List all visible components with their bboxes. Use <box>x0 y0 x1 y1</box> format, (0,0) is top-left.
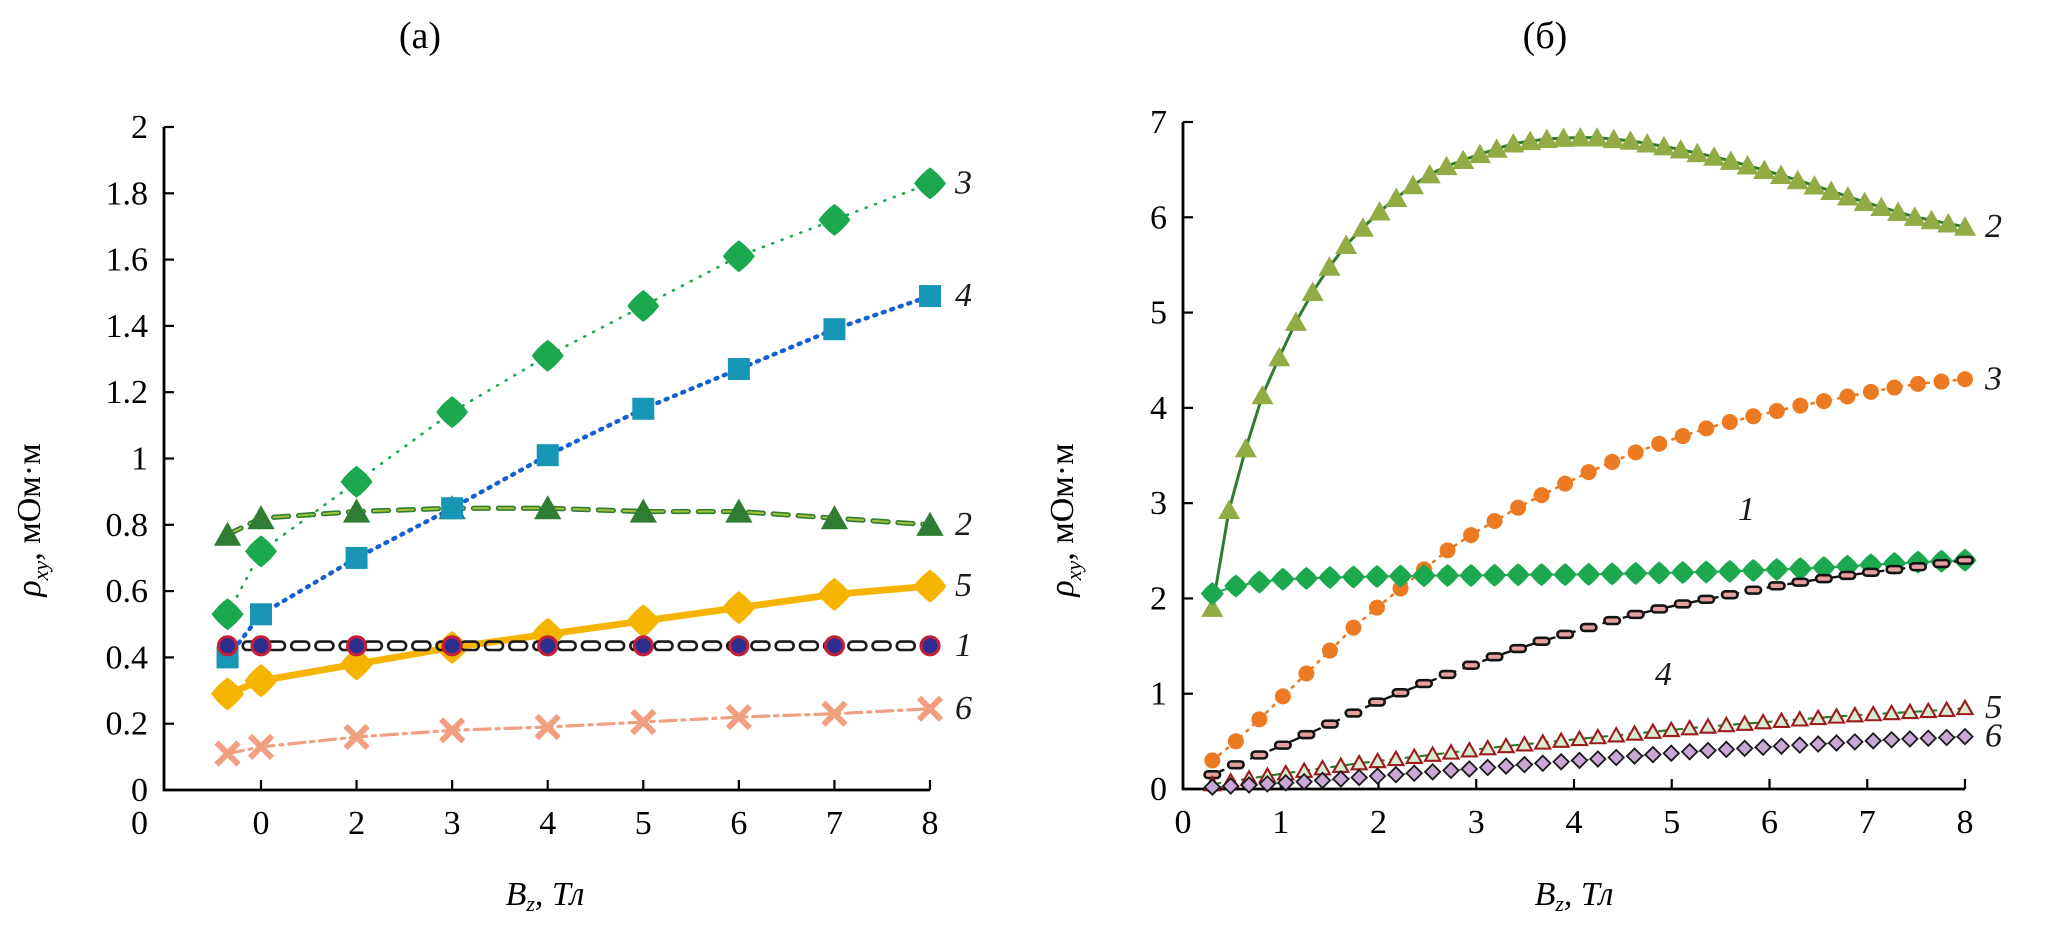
svg-text:1: 1 <box>1150 676 1167 713</box>
svg-text:Bz, Тл: Bz, Тл <box>1535 876 1614 916</box>
svg-text:5: 5 <box>1150 295 1167 332</box>
svg-text:1.6: 1.6 <box>106 242 149 279</box>
svg-text:1.8: 1.8 <box>106 175 149 212</box>
svg-text:2: 2 <box>131 109 148 146</box>
svg-text:3: 3 <box>444 805 461 842</box>
svg-text:5: 5 <box>1663 804 1680 841</box>
svg-text:0: 0 <box>131 772 148 809</box>
svg-text:(a): (a) <box>399 15 441 57</box>
svg-text:7: 7 <box>826 805 843 842</box>
svg-text:3: 3 <box>1150 485 1167 522</box>
svg-text:8: 8 <box>922 805 939 842</box>
svg-text:2: 2 <box>955 506 972 543</box>
svg-text:6: 6 <box>730 805 747 842</box>
svg-text:3: 3 <box>1468 804 1485 841</box>
svg-text:7: 7 <box>1859 804 1876 841</box>
svg-text:5: 5 <box>635 805 652 842</box>
svg-text:2: 2 <box>348 805 365 842</box>
svg-text:0.8: 0.8 <box>106 507 149 544</box>
svg-text:0.4: 0.4 <box>106 639 149 676</box>
svg-text:8: 8 <box>1957 804 1974 841</box>
svg-text:0: 0 <box>1150 771 1167 808</box>
svg-text:0: 0 <box>131 805 148 842</box>
svg-text:4: 4 <box>1150 390 1167 427</box>
svg-text:6: 6 <box>1985 718 2002 755</box>
svg-text:1: 1 <box>1272 804 1289 841</box>
svg-text:1: 1 <box>955 627 972 664</box>
svg-text:7: 7 <box>1150 104 1167 141</box>
svg-text:1: 1 <box>131 441 148 478</box>
svg-text:(б): (б) <box>1523 15 1568 57</box>
svg-text:Bz, Тл: Bz, Тл <box>506 876 585 916</box>
svg-text:3: 3 <box>1984 360 2002 397</box>
svg-text:4: 4 <box>955 277 972 314</box>
svg-text:0.6: 0.6 <box>106 573 149 610</box>
svg-text:6: 6 <box>955 690 972 727</box>
svg-text:6: 6 <box>1150 199 1167 236</box>
svg-text:0.2: 0.2 <box>106 706 149 743</box>
svg-text:0: 0 <box>253 805 270 842</box>
svg-text:5: 5 <box>955 567 972 604</box>
svg-text:2: 2 <box>1370 804 1387 841</box>
svg-text:2: 2 <box>1985 208 2002 245</box>
svg-text:4: 4 <box>1566 804 1583 841</box>
svg-text:1.2: 1.2 <box>106 374 149 411</box>
svg-text:4: 4 <box>1655 656 1672 693</box>
svg-text:1: 1 <box>1738 491 1755 528</box>
svg-text:4: 4 <box>539 805 556 842</box>
svg-text:0: 0 <box>1175 804 1192 841</box>
svg-text:3: 3 <box>954 164 972 201</box>
svg-text:6: 6 <box>1761 804 1778 841</box>
svg-text:2: 2 <box>1150 580 1167 617</box>
svg-text:1.4: 1.4 <box>106 308 149 345</box>
